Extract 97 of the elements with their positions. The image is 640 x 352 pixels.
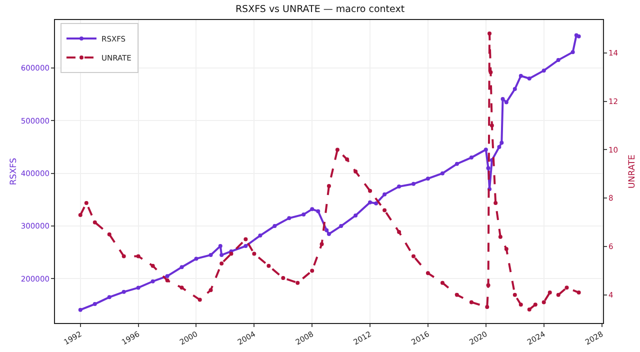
point (486, 283, 490, 288)
point (564, 286, 569, 290)
point (426, 271, 430, 276)
point (500, 97, 505, 102)
point (527, 76, 532, 80)
point (488, 32, 492, 36)
point (244, 237, 248, 242)
point (324, 228, 329, 232)
point (494, 200, 498, 205)
point (533, 302, 538, 307)
point (490, 124, 494, 128)
point (527, 307, 532, 312)
y2-axis-title: UNRATE (627, 154, 638, 188)
point (454, 162, 459, 166)
point (518, 302, 523, 307)
point (382, 192, 387, 196)
point (180, 265, 184, 270)
point (485, 305, 490, 310)
point (122, 290, 126, 294)
point (218, 244, 222, 248)
point (542, 68, 546, 73)
point (486, 166, 490, 170)
point (287, 216, 292, 220)
point (84, 200, 88, 205)
point (484, 148, 488, 152)
point (326, 184, 331, 188)
point (220, 261, 224, 266)
point (556, 58, 560, 62)
point (512, 292, 517, 297)
point (258, 234, 262, 238)
point (281, 276, 286, 280)
point (504, 246, 508, 251)
point (354, 214, 358, 218)
point (500, 140, 504, 145)
point (498, 234, 502, 239)
point (220, 253, 224, 258)
point (244, 244, 248, 248)
point (518, 74, 523, 78)
point (397, 230, 402, 234)
point (504, 100, 508, 104)
point (266, 264, 271, 268)
point (548, 290, 552, 295)
point (208, 253, 213, 258)
point (412, 254, 416, 258)
point (92, 302, 97, 306)
point (150, 264, 155, 268)
point (165, 274, 170, 278)
point (302, 212, 306, 216)
point (397, 184, 402, 189)
point (512, 87, 517, 92)
point (576, 34, 581, 38)
point (368, 188, 372, 193)
point (339, 224, 344, 228)
point (576, 290, 581, 295)
point (229, 252, 234, 256)
point (136, 286, 140, 290)
point (374, 201, 378, 206)
point (296, 280, 300, 285)
point (165, 278, 170, 282)
chart-title: RSXFS vs UNRATE — macro context (235, 4, 405, 15)
point (488, 70, 493, 74)
point (497, 145, 502, 149)
point (122, 254, 126, 258)
point (78, 213, 82, 218)
point (310, 207, 314, 212)
point (92, 220, 97, 224)
point (382, 208, 387, 212)
point (335, 148, 340, 152)
point (542, 300, 546, 304)
point (180, 286, 184, 290)
point (469, 300, 474, 304)
point (272, 224, 277, 228)
point (345, 157, 350, 162)
point (412, 182, 416, 186)
point (354, 170, 358, 174)
point (426, 176, 430, 181)
point (454, 292, 459, 297)
point (194, 256, 198, 261)
point (136, 254, 140, 258)
point (107, 232, 112, 236)
y-axis-title: RSXFS (8, 158, 19, 186)
point (252, 252, 256, 256)
point (78, 308, 82, 312)
point (198, 298, 202, 302)
point (310, 268, 314, 273)
point (208, 288, 213, 292)
point (150, 279, 155, 284)
point (107, 295, 112, 300)
point (320, 242, 324, 246)
point (556, 292, 560, 297)
point (570, 50, 575, 54)
point (316, 209, 320, 214)
point (440, 171, 444, 176)
point (440, 280, 444, 285)
point (326, 232, 331, 236)
point (469, 156, 474, 160)
point (368, 200, 372, 204)
